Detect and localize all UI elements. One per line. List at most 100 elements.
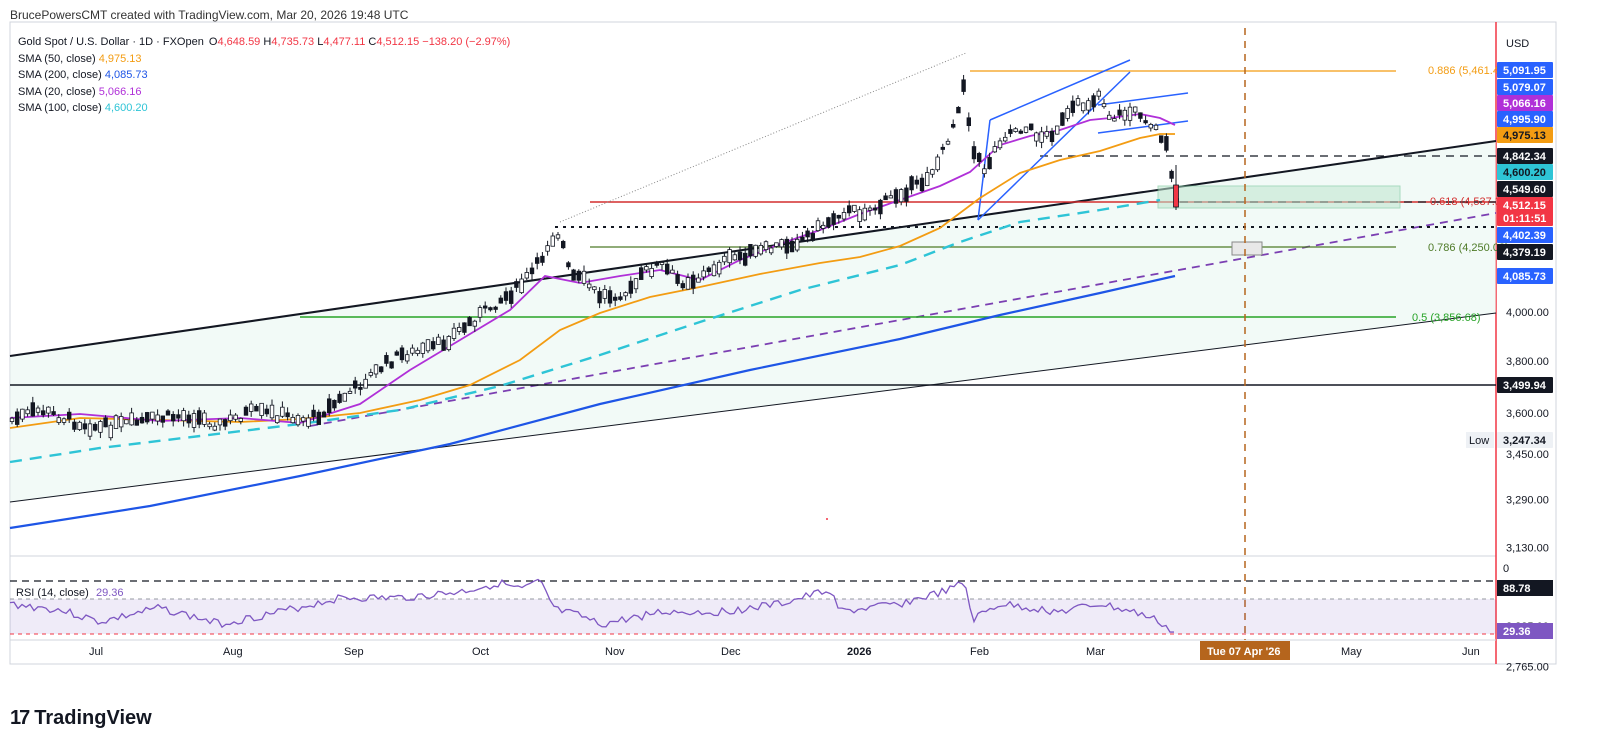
x-tick-label: May bbox=[1341, 646, 1362, 658]
price-label-bg bbox=[1497, 244, 1553, 260]
candle-body bbox=[665, 263, 670, 275]
candle-body bbox=[14, 411, 20, 425]
candle-body bbox=[93, 423, 98, 431]
candle-body bbox=[763, 241, 769, 251]
candle-body bbox=[248, 403, 254, 412]
legend-sma200[interactable]: SMA (200, close) 4,085.73 bbox=[18, 67, 510, 84]
candle-body bbox=[873, 207, 878, 211]
y-tick-label: 3,600.00 bbox=[1506, 408, 1549, 420]
candle-body bbox=[722, 255, 727, 263]
candle-body bbox=[451, 327, 457, 339]
candle-body bbox=[581, 270, 587, 284]
candle-body bbox=[654, 261, 659, 266]
candle-body bbox=[119, 416, 124, 428]
candle-body bbox=[1133, 106, 1138, 113]
candle-body bbox=[1060, 112, 1065, 126]
legend-sma20[interactable]: SMA (20, close) 5,066.16 bbox=[18, 84, 510, 101]
crosshair-date-label: Tue 07 Apr '26 bbox=[1207, 646, 1281, 658]
candle-body bbox=[373, 364, 379, 375]
candle-body bbox=[420, 342, 425, 354]
candle-body bbox=[784, 238, 789, 254]
y-tick-label: 4,000.00 bbox=[1506, 307, 1549, 319]
sma20-value: 5,066.16 bbox=[98, 85, 142, 98]
candle-body bbox=[311, 409, 316, 418]
candle-body bbox=[602, 289, 607, 299]
legend-symbol-row: Gold Spot / U.S. Dollar · 1D · FXOpen O4… bbox=[18, 34, 510, 51]
candle-body bbox=[904, 187, 909, 202]
candle-body bbox=[56, 417, 61, 423]
candle-body bbox=[737, 251, 743, 261]
candle-body bbox=[893, 189, 899, 204]
candle-body bbox=[410, 347, 415, 354]
candle-body bbox=[810, 233, 815, 241]
chart-frame bbox=[9, 21, 1557, 665]
candle-body bbox=[826, 217, 831, 228]
candle-body bbox=[300, 417, 306, 422]
candle-body bbox=[852, 204, 857, 212]
candle-body bbox=[358, 386, 363, 390]
candle-body bbox=[945, 140, 951, 145]
price-label-text: 3,499.94 bbox=[1503, 380, 1547, 392]
candle-body bbox=[1091, 95, 1096, 108]
price-label: 5,091.95 bbox=[1497, 62, 1553, 78]
candle-body bbox=[1086, 100, 1091, 111]
candle-body bbox=[332, 399, 337, 409]
tradingview-logo-icon: 17 bbox=[10, 707, 30, 729]
candle-body bbox=[441, 339, 446, 351]
chart-legend: Gold Spot / U.S. Dollar · 1D · FXOpen O4… bbox=[18, 34, 510, 117]
candle-body bbox=[321, 411, 327, 418]
candle-body bbox=[587, 283, 592, 289]
candle-body bbox=[1070, 100, 1075, 113]
candle-body bbox=[883, 195, 888, 201]
candle-body bbox=[378, 366, 384, 373]
price-label-text: 3,247.34 bbox=[1503, 435, 1547, 447]
price-label: 5,066.16 bbox=[1497, 95, 1553, 111]
legend-sma50[interactable]: SMA (50, close) 4,975.13 bbox=[18, 51, 510, 68]
y-tick-label: 3,450.00 bbox=[1506, 449, 1549, 461]
candle-body bbox=[108, 424, 113, 439]
sma50-label: SMA (50, close) bbox=[18, 52, 96, 65]
candle-body bbox=[795, 238, 800, 251]
candle-body bbox=[691, 274, 696, 289]
candle-body bbox=[727, 249, 732, 264]
price-label: 4,600.20 bbox=[1497, 164, 1553, 180]
dashed-trendline bbox=[309, 212, 1497, 427]
low-label-bg bbox=[1466, 432, 1494, 448]
candle-body bbox=[888, 195, 893, 199]
candle-body bbox=[628, 280, 633, 294]
candle-body bbox=[1153, 124, 1159, 130]
candle-body bbox=[155, 414, 160, 422]
candle-body bbox=[758, 244, 763, 255]
price-label-text: 4,995.90 bbox=[1503, 114, 1546, 126]
price-label: 01:11:51 bbox=[1497, 210, 1553, 226]
candle-body bbox=[503, 291, 509, 301]
flag-bottom bbox=[1097, 120, 1189, 134]
candle-body bbox=[1107, 114, 1112, 120]
candle-body bbox=[1101, 103, 1107, 108]
candle-body bbox=[966, 117, 971, 127]
candle-body bbox=[1049, 130, 1055, 143]
price-label-bg bbox=[1497, 210, 1553, 226]
candle-body bbox=[425, 339, 431, 352]
candle-body bbox=[493, 306, 498, 310]
price-label-bg bbox=[1497, 197, 1553, 213]
candle-body bbox=[769, 247, 774, 254]
candle-body bbox=[831, 213, 836, 225]
candle-body bbox=[659, 262, 665, 265]
price-label-text: 4,549.60 bbox=[1503, 184, 1546, 196]
candle-body bbox=[477, 307, 483, 318]
candle-body bbox=[1117, 109, 1122, 116]
x-tick-label: Mar bbox=[1086, 646, 1105, 658]
candle-body bbox=[326, 398, 332, 413]
ohlc-close-label: C bbox=[368, 36, 377, 48]
symbol-title: Gold Spot / U.S. Dollar · 1D · FXOpen bbox=[18, 36, 204, 48]
y-tick-label: 3,290.00 bbox=[1506, 495, 1549, 507]
candle-body bbox=[992, 146, 997, 153]
candle-body bbox=[685, 277, 691, 290]
candle-body bbox=[878, 199, 883, 215]
candle-body bbox=[576, 270, 581, 281]
candle-body bbox=[566, 262, 571, 268]
candle-body bbox=[857, 209, 862, 222]
legend-sma100[interactable]: SMA (100, close) 4,600.20 bbox=[18, 100, 510, 117]
